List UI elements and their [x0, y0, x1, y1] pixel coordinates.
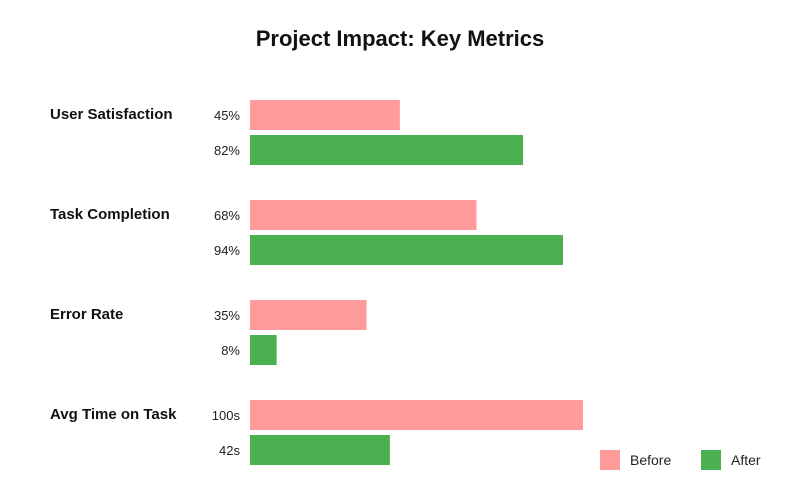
legend-label: After: [731, 452, 761, 468]
value-label: 45%: [214, 108, 240, 123]
after-bar: [250, 435, 390, 465]
metric-group: Avg Time on Task 100s 42s: [50, 400, 583, 465]
legend-item-before: Before: [600, 450, 671, 470]
metric-label: Error Rate: [50, 306, 123, 323]
value-label: 68%: [214, 208, 240, 223]
value-label: 8%: [221, 343, 240, 358]
value-label: 100s: [212, 408, 241, 423]
legend-swatch: [600, 450, 620, 470]
metric-group: Task Completion 68% 94%: [50, 200, 564, 265]
value-label: 35%: [214, 308, 240, 323]
legend-swatch: [701, 450, 721, 470]
metric-label: Avg Time on Task: [50, 406, 177, 423]
before-bar: [250, 400, 583, 430]
value-label: 42s: [219, 443, 240, 458]
legend-item-after: After: [701, 450, 761, 470]
metric-label: User Satisfaction: [50, 106, 173, 123]
metric-label: Task Completion: [50, 206, 170, 223]
chart-title: Project Impact: Key Metrics: [255, 26, 545, 51]
metric-group: User Satisfaction 45% 82%: [50, 100, 524, 165]
before-bar: [250, 300, 367, 330]
legend: Before After: [600, 450, 761, 470]
value-label: 82%: [214, 143, 240, 158]
after-bar: [250, 235, 564, 265]
before-bar: [250, 100, 400, 130]
value-label: 94%: [214, 243, 240, 258]
legend-label: Before: [630, 452, 671, 468]
after-bar: [250, 335, 277, 365]
metric-group: Error Rate 35% 8%: [50, 300, 367, 365]
before-bar: [250, 200, 477, 230]
categories-layer: User Satisfaction 45% 82% Task Completion 68…: [50, 100, 583, 465]
after-bar: [250, 135, 524, 165]
